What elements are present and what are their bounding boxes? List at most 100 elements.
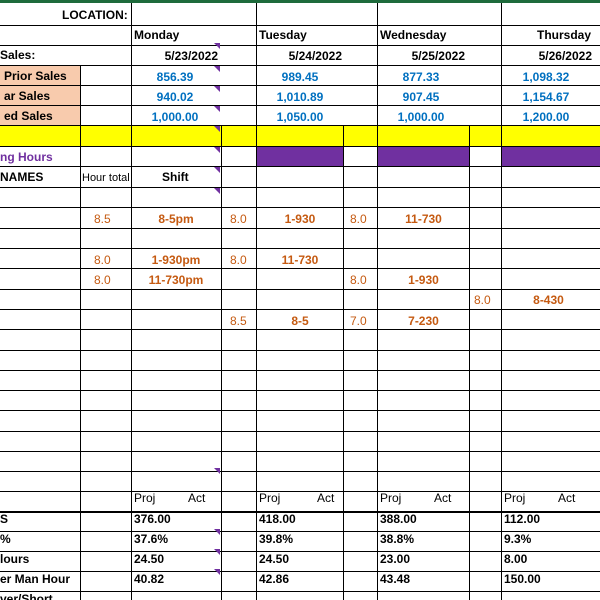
shift-header: Shift xyxy=(162,170,189,184)
projected-sales-monday: 1,000.00 xyxy=(151,110,199,124)
day-name-wednesday: Wednesday xyxy=(380,28,447,42)
shift-time-wednesday: 11-730 xyxy=(405,212,442,226)
grid-row-line xyxy=(0,491,600,492)
proj-label-thursday: Proj xyxy=(504,491,526,505)
summary-value: 38.8% xyxy=(380,532,415,546)
grid-row-line xyxy=(0,350,600,351)
grid-row-line xyxy=(0,125,600,126)
shift-time-wednesday: 1-930 xyxy=(408,273,439,287)
grid-column-line xyxy=(221,125,222,600)
prior-sales-monday: 856.39 xyxy=(156,70,194,84)
summary-value: 23.00 xyxy=(380,552,411,566)
grid-column-line xyxy=(501,3,502,600)
grid-row-line xyxy=(0,531,600,532)
date-tuesday: 5/24/2022 xyxy=(288,49,342,63)
grid-row-line xyxy=(0,25,600,26)
wednesday-purple-block xyxy=(378,147,469,167)
comment-indicator-icon[interactable] xyxy=(214,106,220,112)
lastyear-sales-thursday: 1,154.67 xyxy=(522,90,570,104)
grid-row-line xyxy=(0,591,600,592)
names-header: NAMES xyxy=(0,170,44,184)
date-wednesday: 5/25/2022 xyxy=(411,49,465,63)
window-top-bar xyxy=(0,0,600,3)
summary-value: 40.82 xyxy=(134,572,165,586)
date-thursday: 5/26/2022 xyxy=(538,49,592,63)
grid-row-line xyxy=(0,45,600,46)
grid-row-line xyxy=(0,207,600,208)
hour-total-header: Hour total xyxy=(82,172,130,184)
comment-indicator-icon[interactable] xyxy=(214,126,220,132)
grid-row-line xyxy=(0,451,600,452)
comment-indicator-icon[interactable] xyxy=(214,86,220,92)
grid-row-line xyxy=(0,329,600,330)
summary-value: 39.8% xyxy=(259,532,294,546)
comment-indicator-icon[interactable] xyxy=(214,569,220,575)
shift-time-monday: 1-930pm xyxy=(151,253,201,267)
shift-hours-monday: 8.0 xyxy=(94,253,111,267)
summary-value: 388.00 xyxy=(380,512,417,526)
grid-row-line xyxy=(0,289,600,290)
grid-row-line xyxy=(0,105,600,106)
summary-value: 376.00 xyxy=(134,512,171,526)
day-name-tuesday: Tuesday xyxy=(259,28,307,42)
comment-indicator-icon[interactable] xyxy=(214,529,220,535)
shift-hours-monday: 8.0 xyxy=(94,273,111,287)
day-name-monday: Monday xyxy=(134,28,180,42)
proj-label-wednesday: Proj xyxy=(380,491,402,505)
comment-indicator-icon[interactable] xyxy=(214,468,220,474)
prior-sales-tuesday: 989.45 xyxy=(281,70,319,84)
shift-time-tuesday: 1-930 xyxy=(284,212,316,226)
comment-indicator-icon[interactable] xyxy=(214,147,220,153)
projected-sales-wednesday: 1,000.00 xyxy=(397,110,445,124)
grid-row-line xyxy=(0,228,600,229)
grid-row-line xyxy=(0,85,600,86)
summary-value: 37.6% xyxy=(134,532,169,546)
shift-hours-wednesday: 7.0 xyxy=(350,314,367,328)
grid-row-line xyxy=(0,511,600,513)
spreadsheet-grid[interactable]: LOCATION: Sales: Monday Tuesday Wednesda… xyxy=(0,3,600,600)
act-label-thursday: Act xyxy=(558,491,576,505)
summary-value: 43.48 xyxy=(380,572,411,586)
projected-sales-label: ed Sales xyxy=(4,109,53,123)
grid-row-line xyxy=(0,390,600,391)
tuesday-purple-block xyxy=(257,147,343,167)
comment-indicator-icon[interactable] xyxy=(214,167,220,173)
grid-row-line xyxy=(0,248,600,249)
opening-hours-label: ng Hours xyxy=(0,150,53,164)
summary-value: 9.3% xyxy=(504,532,532,546)
shift-time-tuesday: 11-730 xyxy=(281,253,319,267)
prior-sales-label-fill xyxy=(0,66,80,86)
summary-value: 418.00 xyxy=(259,512,296,526)
prior-sales-label: Prior Sales xyxy=(4,69,67,83)
summary-label-per-man-hour: er Man Hour xyxy=(0,572,71,586)
lastyear-sales-tuesday: 1,010.89 xyxy=(276,90,324,104)
shift-hours-thursday: 8.0 xyxy=(474,293,491,307)
projected-sales-tuesday: 1,050.00 xyxy=(276,110,324,124)
grid-row-line xyxy=(0,410,600,411)
summary-value: 24.50 xyxy=(134,552,165,566)
summary-value: 150.00 xyxy=(504,572,541,586)
lastyear-sales-monday: 940.02 xyxy=(156,90,194,104)
comment-indicator-icon[interactable] xyxy=(214,43,220,49)
location-label: LOCATION: xyxy=(62,8,128,22)
summary-label-sales: S xyxy=(0,512,9,526)
shift-hours-wednesday: 8.0 xyxy=(350,212,367,226)
shift-time-wednesday: 7-230 xyxy=(408,314,439,328)
comment-indicator-icon[interactable] xyxy=(214,549,220,555)
comment-indicator-icon[interactable] xyxy=(214,188,220,194)
grid-row-line xyxy=(0,551,600,552)
prior-sales-thursday: 1,098.32 xyxy=(522,70,570,84)
act-label-wednesday: Act xyxy=(434,491,452,505)
proj-label-monday: Proj xyxy=(134,491,156,505)
summary-value: 24.50 xyxy=(259,552,290,566)
grid-row-line xyxy=(0,571,600,572)
day-name-thursday: Thursday xyxy=(537,28,592,42)
shift-hours-tuesday: 8.0 xyxy=(230,253,247,267)
date-monday: 5/23/2022 xyxy=(164,49,218,63)
summary-value: 42.86 xyxy=(259,572,290,586)
projected-sales-label-fill xyxy=(0,106,80,126)
grid-column-line xyxy=(256,3,257,600)
shift-hours-tuesday: 8.5 xyxy=(230,314,247,328)
lastyear-sales-wednesday: 907.45 xyxy=(402,90,440,104)
comment-indicator-icon[interactable] xyxy=(214,66,220,72)
